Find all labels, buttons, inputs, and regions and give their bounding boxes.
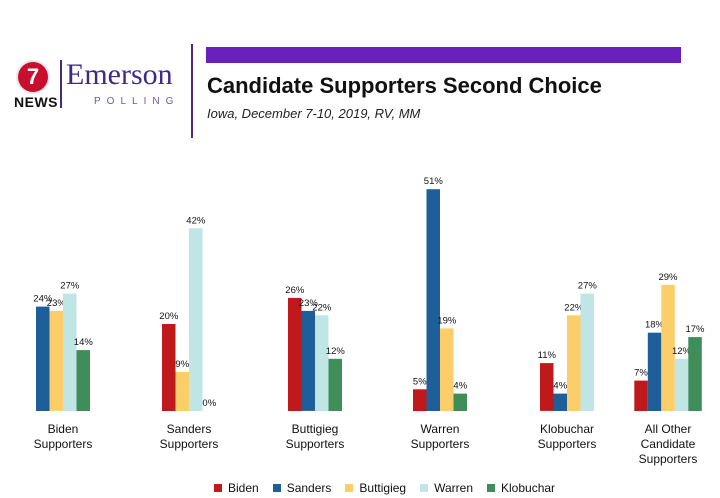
category-label-group-5: Supporters — [639, 452, 698, 466]
data-label-biden-group-4: 11% — [538, 350, 557, 361]
chart-title: Candidate Supporters Second Choice — [207, 73, 602, 98]
category-label-group-3: Supporters — [411, 437, 470, 451]
polling-wordmark: POLLING — [94, 96, 180, 107]
bar-sanders-group-2 — [301, 310, 315, 411]
legend-item-klobuchar: Klobuchar — [487, 481, 555, 495]
bar-biden-group-4 — [540, 363, 554, 411]
legend-swatch-warren — [420, 484, 429, 492]
data-label-sanders-group-4: 4% — [553, 381, 567, 392]
data-label-klobuchar-group-2: 12% — [326, 346, 346, 357]
logo-divider — [60, 60, 62, 108]
data-label-warren-group-5: 12% — [672, 346, 692, 357]
category-label-group-2: Supporters — [286, 437, 345, 451]
category-label-group-1: Sanders — [167, 422, 212, 436]
bar-buttigieg-group-0 — [49, 310, 63, 411]
bar-buttigieg-group-4 — [567, 315, 581, 411]
bar-sanders-group-4 — [553, 393, 567, 411]
data-label-sanders-group-0: 24% — [33, 294, 53, 305]
legend-swatch-sanders — [272, 484, 281, 492]
seven-news-logo-icon: 7 — [18, 62, 48, 92]
data-label-warren-group-0: 27% — [60, 281, 80, 292]
bar-warren-group-4 — [580, 293, 594, 411]
data-label-biden-group-2: 26% — [285, 285, 305, 296]
bar-klobuchar-group-3 — [453, 393, 467, 411]
data-label-biden-group-1: 20% — [159, 311, 179, 322]
title-accent-bar — [206, 47, 681, 63]
data-label-sanders-group-5: 18% — [645, 320, 665, 331]
bar-sanders-group-0 — [36, 306, 50, 411]
legend-item-biden: Biden — [214, 481, 259, 495]
data-label-klobuchar-group-3: 4% — [453, 381, 467, 392]
data-label-warren-group-2: 22% — [312, 302, 332, 313]
data-label-sanders-group-3: 51% — [424, 176, 444, 187]
bar-biden-group-1 — [162, 324, 176, 411]
data-label-klobuchar-group-5: 17% — [685, 324, 705, 335]
bar-buttigieg-group-3 — [440, 328, 454, 411]
data-label-warren-group-1: 42% — [186, 215, 206, 226]
bar-buttigieg-group-1 — [175, 371, 189, 411]
category-label-group-4: Supporters — [538, 437, 597, 451]
category-label-group-5: Candidate — [641, 437, 696, 451]
chart-subtitle: Iowa, December 7-10, 2019, RV, MM — [207, 106, 421, 121]
category-label-group-4: Klobuchar — [540, 422, 594, 436]
data-label-buttigieg-group-4: 22% — [564, 302, 584, 313]
legend-item-sanders: Sanders — [272, 481, 332, 495]
legend-swatch-biden — [214, 484, 222, 492]
bar-warren-group-2 — [315, 315, 329, 411]
legend-label-sanders: Sanders — [286, 481, 332, 495]
data-label-klobuchar-group-0: 14% — [74, 337, 94, 348]
emerson-news-logo: 7 NEWS Emerson POLLING — [14, 58, 186, 118]
news-label: NEWS — [14, 94, 58, 110]
data-label-biden-group-3: 5% — [413, 376, 427, 387]
category-label-group-0: Supporters — [34, 437, 93, 451]
bar-klobuchar-group-0 — [76, 350, 90, 411]
legend-label-warren: Warren — [434, 481, 474, 495]
category-label-group-0: Biden — [48, 422, 79, 436]
legend-label-buttigieg: Buttigieg — [359, 481, 407, 495]
header-divider — [191, 44, 193, 138]
bar-klobuchar-group-5 — [688, 337, 702, 411]
bar-biden-group-2 — [288, 297, 302, 411]
chart-legend: Biden Sanders Buttigieg Warren Klobuchar — [214, 480, 569, 496]
bar-buttigieg-group-5 — [661, 284, 675, 411]
legend-item-warren: Warren — [420, 481, 473, 495]
bar-warren-group-5 — [674, 358, 689, 411]
bar-sanders-group-3 — [426, 189, 440, 411]
legend-item-buttigieg: Buttigieg — [345, 481, 406, 495]
data-label-klobuchar-group-1: 0% — [202, 398, 216, 409]
data-label-buttigieg-group-3: 19% — [437, 315, 457, 326]
legend-swatch-klobuchar — [487, 484, 496, 492]
data-label-buttigieg-group-0: 23% — [47, 298, 67, 309]
bar-warren-group-1 — [189, 228, 203, 411]
legend-swatch-buttigieg — [345, 484, 354, 492]
data-label-warren-group-4: 27% — [578, 281, 598, 292]
data-label-sanders-group-2: 23% — [299, 298, 319, 309]
emerson-wordmark: Emerson — [66, 58, 173, 91]
bar-sanders-group-5 — [647, 332, 662, 411]
category-label-group-3: Warren — [421, 422, 460, 436]
data-label-buttigieg-group-5: 29% — [658, 272, 678, 283]
legend-label-biden: Biden — [228, 481, 259, 495]
data-label-buttigieg-group-1: 9% — [175, 359, 189, 370]
bar-klobuchar-group-2 — [328, 358, 342, 411]
bar-warren-group-0 — [63, 293, 77, 411]
bar-biden-group-5 — [634, 380, 648, 411]
legend-label-klobuchar: Klobuchar — [501, 481, 556, 495]
bar-biden-group-3 — [413, 389, 427, 412]
category-label-group-1: Supporters — [160, 437, 219, 451]
category-label-group-2: Buttigieg — [292, 422, 339, 436]
category-label-group-5: All Other — [645, 422, 692, 436]
data-label-biden-group-5: 7% — [634, 368, 648, 379]
